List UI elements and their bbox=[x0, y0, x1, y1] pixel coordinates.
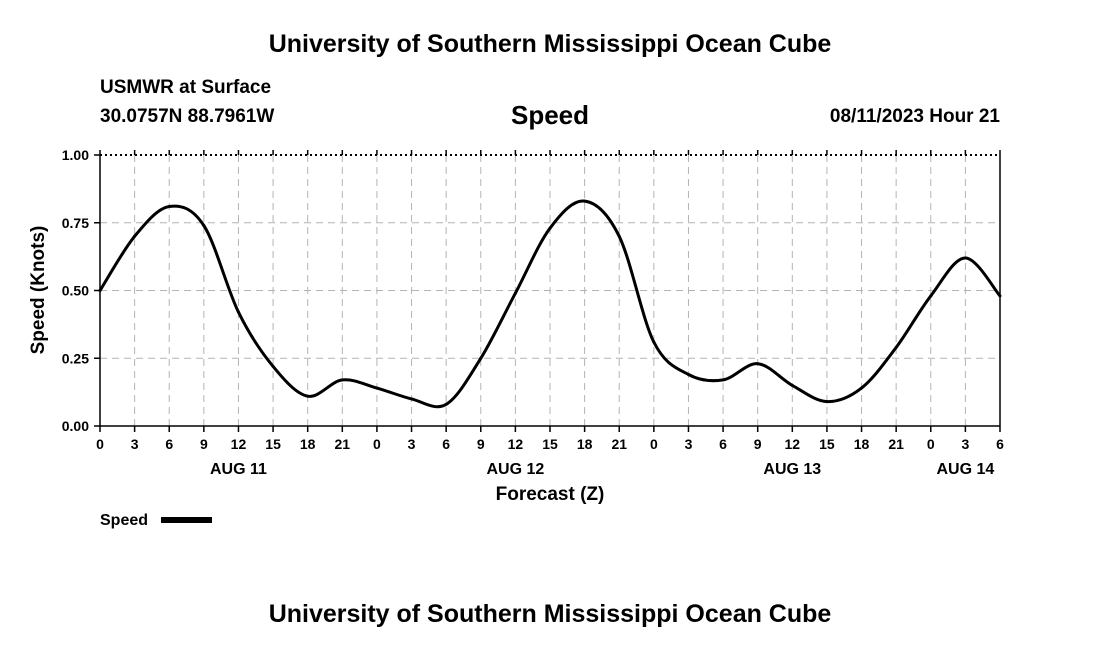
chart-title: Speed bbox=[510, 100, 590, 130]
data-point bbox=[340, 378, 344, 382]
data-point bbox=[479, 356, 483, 360]
legend-label: Speed bbox=[100, 512, 148, 529]
data-point bbox=[756, 362, 760, 366]
data-point bbox=[98, 289, 102, 292]
data-point bbox=[410, 397, 413, 401]
data-point bbox=[894, 345, 898, 349]
data-point bbox=[306, 394, 310, 398]
x-tick-label: 18 bbox=[854, 436, 870, 452]
x-tick-label: 3 bbox=[408, 436, 416, 452]
x-tick-label: 0 bbox=[96, 436, 104, 452]
y-tick-label: 0.25 bbox=[62, 350, 89, 366]
x-tick-label: 9 bbox=[200, 436, 208, 452]
x-day-label: AUG 12 bbox=[486, 461, 544, 478]
y-tick-label: 1.00 bbox=[62, 147, 89, 163]
footer-title: University of Southern Mississippi Ocean… bbox=[268, 600, 832, 628]
x-axis-title: Forecast (Z) bbox=[496, 484, 605, 505]
x-tick-label: 9 bbox=[754, 436, 762, 452]
x-tick-label: 12 bbox=[231, 436, 247, 452]
y-tick-label: 0.00 bbox=[62, 418, 89, 434]
legend-swatch bbox=[161, 517, 212, 523]
data-point bbox=[687, 373, 690, 376]
x-day-label: AUG 14 bbox=[936, 461, 994, 478]
x-tick-label: 0 bbox=[373, 436, 381, 452]
data-point bbox=[167, 205, 171, 208]
data-point bbox=[548, 226, 552, 230]
x-tick-label: 15 bbox=[819, 436, 835, 452]
x-tick-label: 21 bbox=[335, 436, 351, 452]
data-point bbox=[721, 378, 725, 382]
chart-grid bbox=[100, 155, 1000, 426]
data-point bbox=[375, 386, 379, 390]
y-tick-label: 0.75 bbox=[62, 215, 89, 231]
station-label: USMWR at Surface bbox=[100, 77, 272, 98]
x-tick-label: 3 bbox=[685, 436, 693, 452]
x-tick-label: 12 bbox=[508, 436, 524, 452]
data-point bbox=[998, 294, 1002, 298]
data-point bbox=[513, 291, 517, 295]
chart-labels: 0 3 6 9 12 15 18 21 0 3 6 9 12 15 18 21 0 3 6 9 12 15 18 21 0 3 6 0… bbox=[62, 147, 1004, 478]
data-point bbox=[790, 383, 794, 387]
data-point bbox=[237, 310, 240, 314]
page-title: University of Southern Mississippi Ocean… bbox=[268, 30, 832, 58]
data-point bbox=[652, 340, 656, 344]
x-tick-label: 18 bbox=[300, 436, 316, 452]
forecast-datetime: 08/11/2023 Hour 21 bbox=[829, 106, 1000, 127]
x-tick-label: 6 bbox=[719, 436, 727, 452]
chart-axes bbox=[94, 150, 1001, 432]
x-tick-label: 0 bbox=[927, 436, 935, 452]
x-tick-label: 3 bbox=[131, 436, 139, 452]
x-tick-label: 21 bbox=[888, 436, 904, 452]
data-point bbox=[825, 400, 829, 404]
series-line-speed bbox=[98, 199, 1002, 409]
y-tick-label: 0.50 bbox=[62, 283, 89, 299]
x-tick-label: 21 bbox=[611, 436, 627, 452]
chart-legend: Speed bbox=[100, 512, 212, 529]
y-axis-title: Speed (Knots) bbox=[28, 226, 49, 355]
x-tick-label: 3 bbox=[961, 436, 969, 452]
x-tick-label: 15 bbox=[265, 436, 281, 452]
coordinates-label: 30.0757N 88.7961W bbox=[100, 106, 275, 127]
x-tick-label: 6 bbox=[996, 436, 1004, 452]
data-point bbox=[133, 234, 137, 238]
data-point bbox=[963, 256, 967, 260]
data-point bbox=[583, 199, 587, 203]
x-day-label: AUG 11 bbox=[210, 461, 267, 478]
x-tick-label: 0 bbox=[650, 436, 658, 452]
data-point bbox=[929, 294, 933, 298]
x-tick-label: 15 bbox=[542, 436, 558, 452]
x-tick-label: 12 bbox=[785, 436, 801, 452]
data-point bbox=[202, 224, 206, 227]
x-tick-label: 18 bbox=[577, 436, 593, 452]
x-tick-label: 9 bbox=[477, 436, 485, 452]
x-tick-label: 6 bbox=[165, 436, 173, 452]
chart-series bbox=[98, 199, 1002, 409]
data-point bbox=[617, 234, 621, 238]
data-point bbox=[444, 402, 448, 406]
x-day-label: AUG 13 bbox=[763, 461, 821, 478]
data-point bbox=[271, 364, 275, 368]
data-point bbox=[860, 386, 863, 390]
x-tick-label: 6 bbox=[442, 436, 450, 452]
